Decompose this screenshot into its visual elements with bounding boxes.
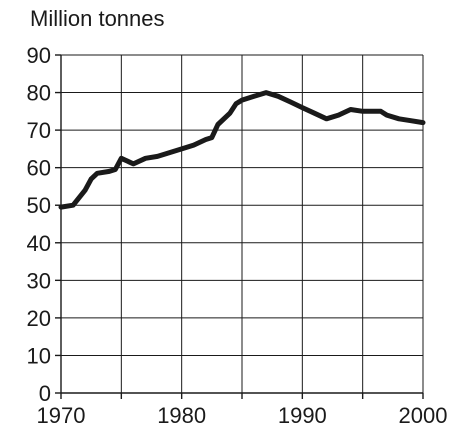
x-tick-label-1990: 1990	[278, 403, 327, 428]
x-tick-label-1970: 1970	[37, 403, 86, 428]
y-tick-label-90: 90	[27, 43, 51, 68]
y-tick-label-10: 10	[27, 343, 51, 368]
x-tick-label-1980: 1980	[157, 403, 206, 428]
y-tick-label-0: 0	[39, 381, 51, 406]
y-tick-label-50: 50	[27, 193, 51, 218]
gridlines	[55, 54, 424, 399]
y-tick-label-60: 60	[27, 156, 51, 181]
y-tick-label-30: 30	[27, 268, 51, 293]
series-line	[58, 90, 426, 210]
x-tick-label-2000: 2000	[399, 403, 448, 428]
y-tick-label-20: 20	[27, 306, 51, 331]
y-tick-label-80: 80	[27, 81, 51, 106]
tick-labels: 0 10 20 30 40 50 60 70 80 90 1970 1980 1990 2000	[27, 43, 448, 428]
series-group	[58, 90, 426, 210]
y-tick-label-40: 40	[27, 231, 51, 256]
y-tick-label-70: 70	[27, 118, 51, 143]
y-axis-label: Million tonnes	[30, 6, 165, 31]
